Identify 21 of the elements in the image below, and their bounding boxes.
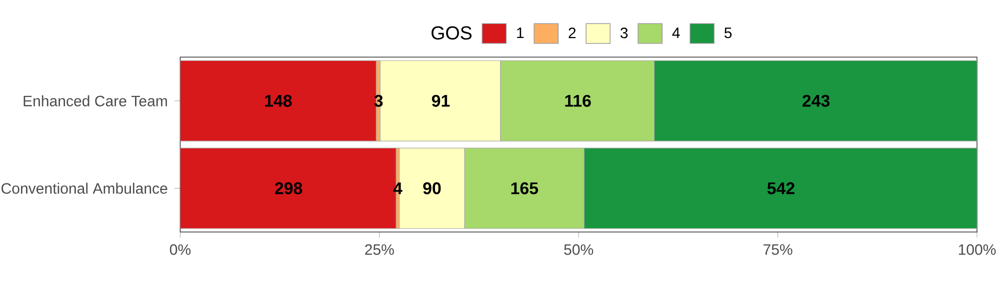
annotation: 91 xyxy=(432,94,450,107)
legend-label: 5 xyxy=(724,28,732,38)
annotation: 116 xyxy=(565,94,591,107)
legend-label: 4 xyxy=(672,28,680,38)
x-tick-label: 100% xyxy=(958,244,996,255)
x-tick-label: 75% xyxy=(764,244,792,255)
annotation: 298 xyxy=(275,182,302,194)
legend-label: 2 xyxy=(568,28,576,38)
x-tick-label: 0% xyxy=(170,244,191,255)
annotation: 542 xyxy=(767,182,794,194)
legend-label: 1 xyxy=(517,28,524,38)
annotation: 165 xyxy=(511,182,538,194)
legend-label: 3 xyxy=(620,28,628,38)
annotation: 243 xyxy=(802,94,830,107)
x-tick-label: 25% xyxy=(365,244,394,255)
legend-title: GOS xyxy=(432,26,472,40)
annotation: 90 xyxy=(423,182,441,194)
y-tick-label: Conventional Ambulance xyxy=(2,182,168,194)
y-tick-label: Enhanced Care Team xyxy=(24,95,167,106)
annotation: 148 xyxy=(265,94,292,107)
x-tick-label: 50% xyxy=(564,244,594,255)
